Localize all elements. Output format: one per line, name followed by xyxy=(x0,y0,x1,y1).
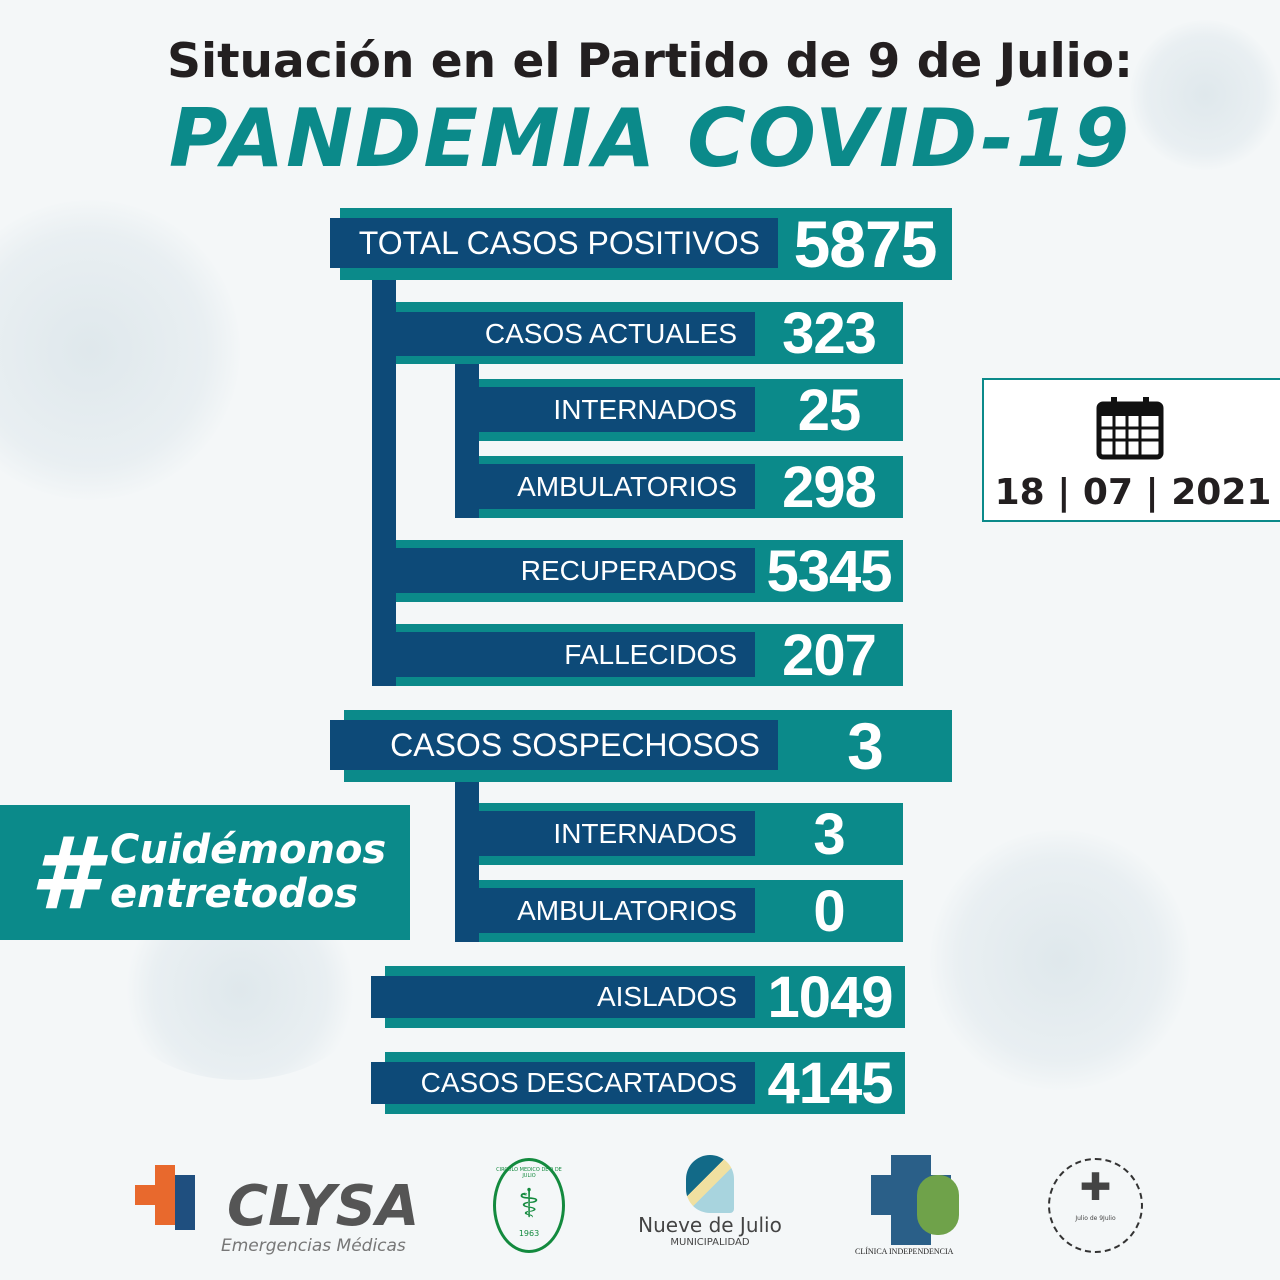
stat-label: CASOS SOSPECHOSOS xyxy=(330,720,778,770)
stat-label: INTERNADOS xyxy=(479,387,755,432)
stat-value: 207 xyxy=(782,622,877,688)
connector-line xyxy=(372,266,396,686)
stat-value: 5345 xyxy=(766,538,892,604)
hashtag-banner: # Cuidémonos entretodos xyxy=(0,805,410,940)
stat-label: AISLADOS xyxy=(371,976,755,1018)
hashtag-line2: entretodos xyxy=(110,871,359,917)
virus-decoration xyxy=(0,200,240,500)
connector-line xyxy=(455,354,479,518)
date-box: 18 | 07 | 2021 xyxy=(982,378,1280,522)
stat-label: CASOS DESCARTADOS xyxy=(371,1062,755,1104)
municipalidad-logo: Nueve de Julio MUNICIPALIDAD xyxy=(635,1155,785,1248)
stat-value: 298 xyxy=(782,454,877,520)
title-line1: Situación en el Partido de 9 de Julio: xyxy=(167,34,1133,89)
stat-value: 0 xyxy=(813,878,845,944)
date-text: 18 | 07 | 2021 xyxy=(994,472,1272,513)
stat-label: AMBULATORIOS xyxy=(479,464,755,509)
stat-value: 323 xyxy=(782,300,877,366)
calendar-icon xyxy=(1096,397,1164,460)
page-title: PANDEMIA COVID-19 xyxy=(168,92,1132,185)
stat-label: INTERNADOS xyxy=(479,811,755,856)
clysa-logo: CLYSA Emergencias Médicas xyxy=(135,1160,425,1270)
hospital-logo: ✚ Julio de 9Julio xyxy=(1048,1158,1143,1253)
stat-value: 1049 xyxy=(767,964,893,1030)
sponsor-logos: CLYSA Emergencias Médicas CIRCULO MEDICO… xyxy=(0,1150,1280,1270)
stat-label: TOTAL CASOS POSITIVOS xyxy=(330,218,778,268)
stat-value: 4145 xyxy=(767,1050,893,1116)
circulo-medico-logo: CIRCULO MEDICO DE 9 DE JULIO ⚕ 1963 xyxy=(493,1158,565,1253)
stat-label: CASOS ACTUALES xyxy=(396,312,755,356)
stat-label: RECUPERADOS xyxy=(396,548,755,593)
hashtag-line1: Cuidémonos xyxy=(110,827,387,873)
stat-label: FALLECIDOS xyxy=(396,632,755,677)
stat-value: 3 xyxy=(847,709,884,783)
clinica-logo: CLÍNICA INDEPENDENCIA xyxy=(855,1155,980,1260)
stat-value: 5875 xyxy=(793,207,938,281)
stat-label: AMBULATORIOS xyxy=(479,888,755,933)
stat-value: 3 xyxy=(813,801,845,867)
virus-decoration xyxy=(1130,20,1280,170)
connector-line xyxy=(455,770,479,942)
stat-value: 25 xyxy=(797,377,862,443)
virus-decoration xyxy=(930,830,1190,1090)
hashtag-symbol: # xyxy=(30,815,100,932)
